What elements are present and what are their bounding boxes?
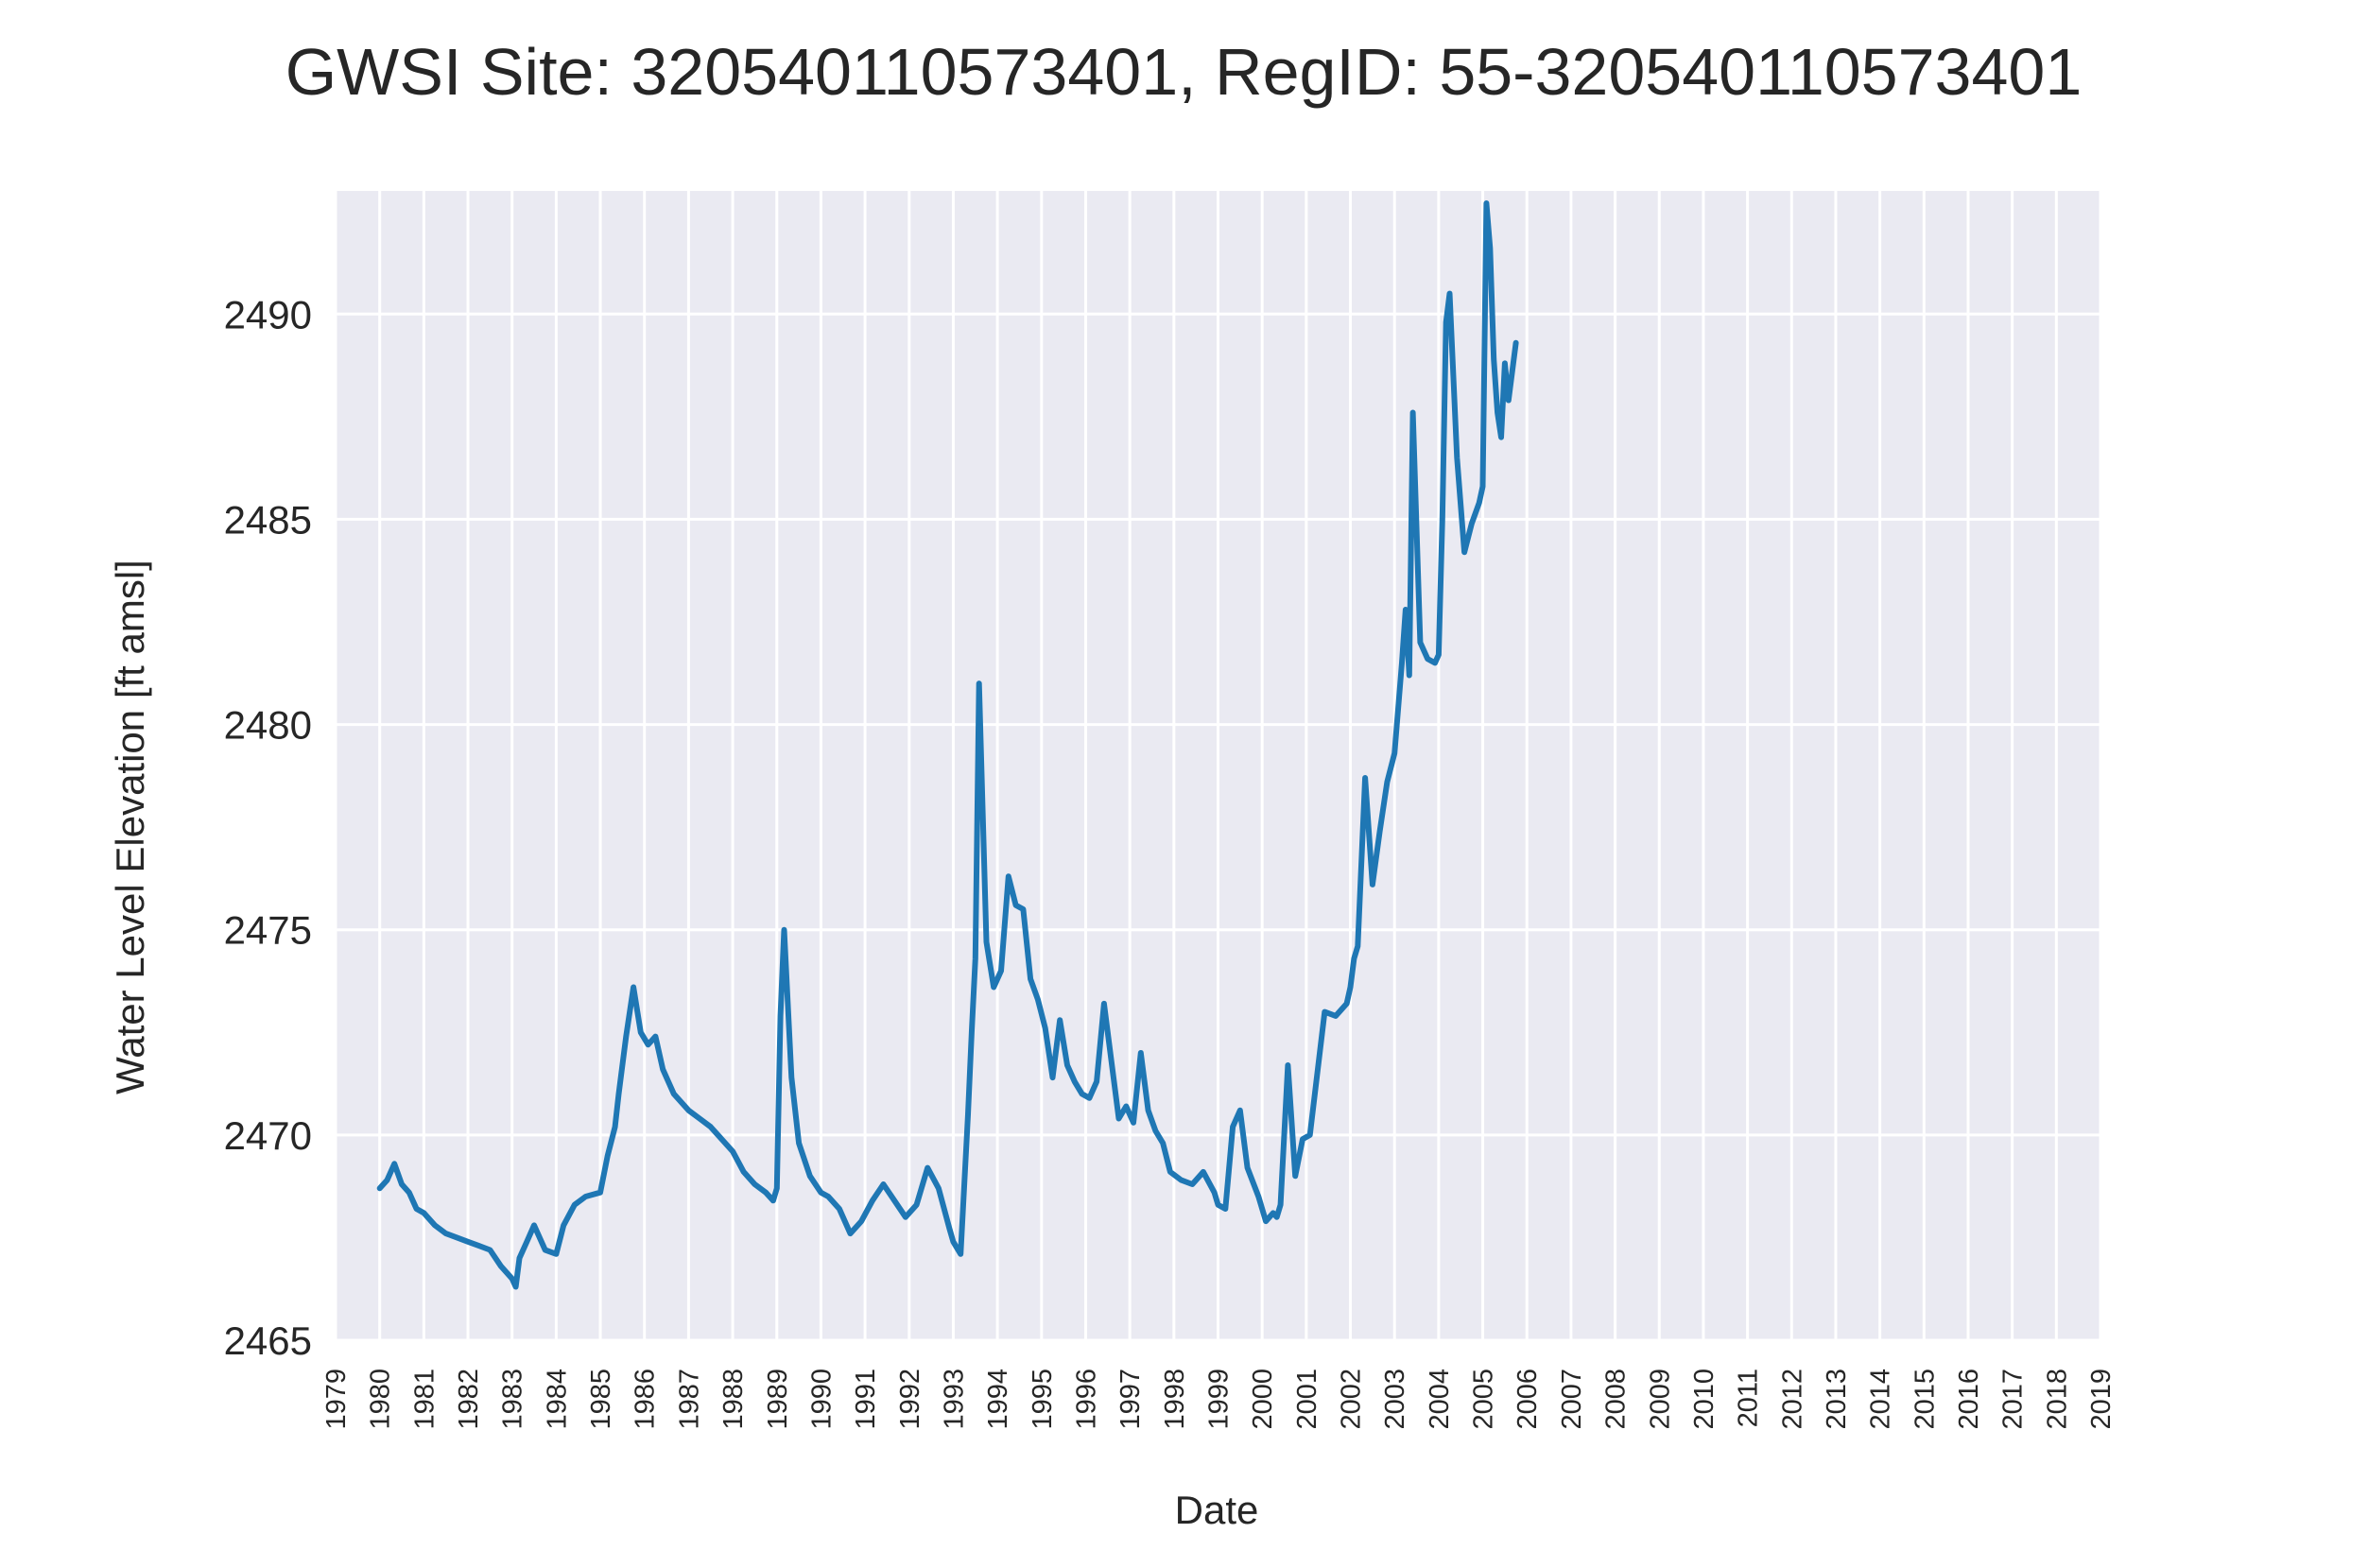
y-tick-label: 2490 [224, 292, 312, 336]
x-tick-label: 2009 [1645, 1369, 1675, 1430]
x-tick-label: 2001 [1292, 1369, 1322, 1430]
x-tick-label: 1996 [1071, 1369, 1101, 1430]
y-tick-label: 2470 [224, 1113, 312, 1158]
x-tick-label: 2013 [1822, 1369, 1852, 1430]
x-tick-label: 1988 [718, 1369, 749, 1430]
x-tick-label: 1994 [983, 1369, 1013, 1430]
x-tick-label: 2011 [1734, 1369, 1764, 1427]
x-tick-label: 1982 [454, 1369, 484, 1430]
x-tick-label: 2019 [2086, 1369, 2117, 1430]
y-tick-label: 2485 [224, 497, 312, 542]
x-tick-label: 1997 [1115, 1369, 1146, 1430]
x-tick-label: 2002 [1337, 1369, 1367, 1430]
x-tick-label: 1981 [409, 1369, 440, 1430]
x-tick-label: 2007 [1557, 1369, 1587, 1430]
x-tick-label: 2017 [1998, 1369, 2029, 1430]
x-tick-label: 2005 [1469, 1369, 1499, 1430]
x-tick-label: 2012 [1777, 1369, 1807, 1430]
x-tick-label: 1980 [366, 1369, 396, 1430]
x-tick-label: 1998 [1160, 1369, 1190, 1430]
y-tick-label: 2475 [224, 908, 312, 953]
x-tick-label: 2003 [1380, 1369, 1410, 1430]
x-tick-label: 2004 [1425, 1369, 1455, 1430]
x-tick-label: 2015 [1910, 1369, 1940, 1430]
y-tick-label: 2465 [224, 1318, 312, 1363]
x-axis-label: Date [1175, 1488, 1259, 1532]
y-gridlines [336, 312, 2100, 1342]
x-tick-label: 2010 [1689, 1369, 1720, 1430]
x-tick-label: 2016 [1954, 1369, 1984, 1430]
x-tick-labels: 1979 1980 1981 1982 1983 1984 1985 1986 1987 1988… [321, 1369, 2117, 1430]
x-tick-label: 2018 [2042, 1369, 2072, 1430]
x-tick-label: 1979 [321, 1369, 352, 1430]
x-tick-label: 1987 [674, 1369, 704, 1430]
x-tick-label: 1993 [939, 1369, 969, 1430]
x-tick-label: 2014 [1866, 1369, 1896, 1430]
x-tick-label: 1983 [498, 1369, 528, 1430]
x-tick-label: 1989 [763, 1369, 793, 1430]
x-tick-label: 2008 [1601, 1369, 1632, 1430]
x-tick-label: 1995 [1028, 1369, 1058, 1430]
x-tick-label: 1991 [851, 1369, 881, 1430]
x-tick-label: 2000 [1248, 1369, 1278, 1430]
x-gridlines [334, 191, 2102, 1340]
chart-title: GWSI Site: 320540110573401, RegID: 55-32… [285, 35, 2083, 109]
y-tick-labels: 2465 2470 2475 2480 2485 2490 [224, 292, 312, 1363]
x-tick-label: 1990 [806, 1369, 837, 1430]
water-level-line [376, 200, 1519, 1290]
x-tick-label: 1999 [1204, 1369, 1235, 1430]
x-tick-label: 1984 [542, 1369, 572, 1430]
x-tick-label: 1985 [586, 1369, 616, 1430]
y-tick-label: 2480 [224, 703, 312, 748]
x-tick-label: 2006 [1512, 1369, 1543, 1430]
y-axis-label: Water Level Elevation [ft amsl] [108, 560, 152, 1094]
x-tick-label: 1992 [895, 1369, 925, 1430]
x-tick-label: 1986 [631, 1369, 661, 1430]
